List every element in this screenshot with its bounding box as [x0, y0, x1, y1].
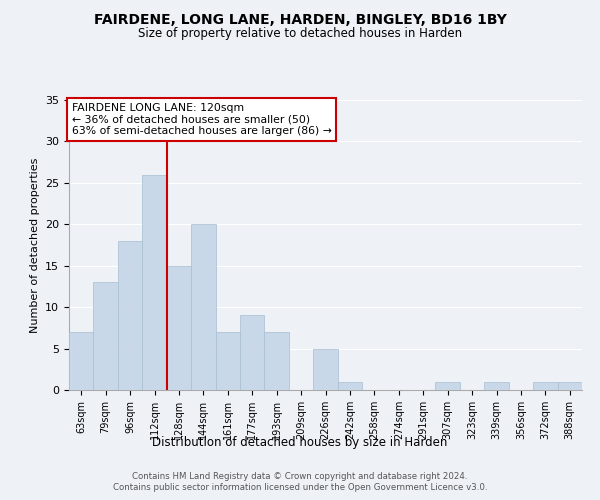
Text: FAIRDENE LONG LANE: 120sqm
← 36% of detached houses are smaller (50)
63% of semi: FAIRDENE LONG LANE: 120sqm ← 36% of deta… [71, 103, 331, 136]
Text: Size of property relative to detached houses in Harden: Size of property relative to detached ho… [138, 28, 462, 40]
Bar [191, 224, 215, 390]
Bar [215, 332, 240, 390]
Bar [533, 382, 557, 390]
Text: Contains HM Land Registry data © Crown copyright and database right 2024.: Contains HM Land Registry data © Crown c… [132, 472, 468, 481]
Text: Distribution of detached houses by size in Harden: Distribution of detached houses by size … [152, 436, 448, 449]
Bar [142, 174, 167, 390]
Bar [118, 241, 142, 390]
Bar [436, 382, 460, 390]
Bar [557, 382, 582, 390]
Bar [94, 282, 118, 390]
Bar [484, 382, 509, 390]
Bar [313, 348, 338, 390]
Text: FAIRDENE, LONG LANE, HARDEN, BINGLEY, BD16 1BY: FAIRDENE, LONG LANE, HARDEN, BINGLEY, BD… [94, 12, 506, 26]
Y-axis label: Number of detached properties: Number of detached properties [29, 158, 40, 332]
Bar [69, 332, 94, 390]
Bar [265, 332, 289, 390]
Bar [167, 266, 191, 390]
Bar [338, 382, 362, 390]
Bar [240, 316, 265, 390]
Text: Contains public sector information licensed under the Open Government Licence v3: Contains public sector information licen… [113, 484, 487, 492]
